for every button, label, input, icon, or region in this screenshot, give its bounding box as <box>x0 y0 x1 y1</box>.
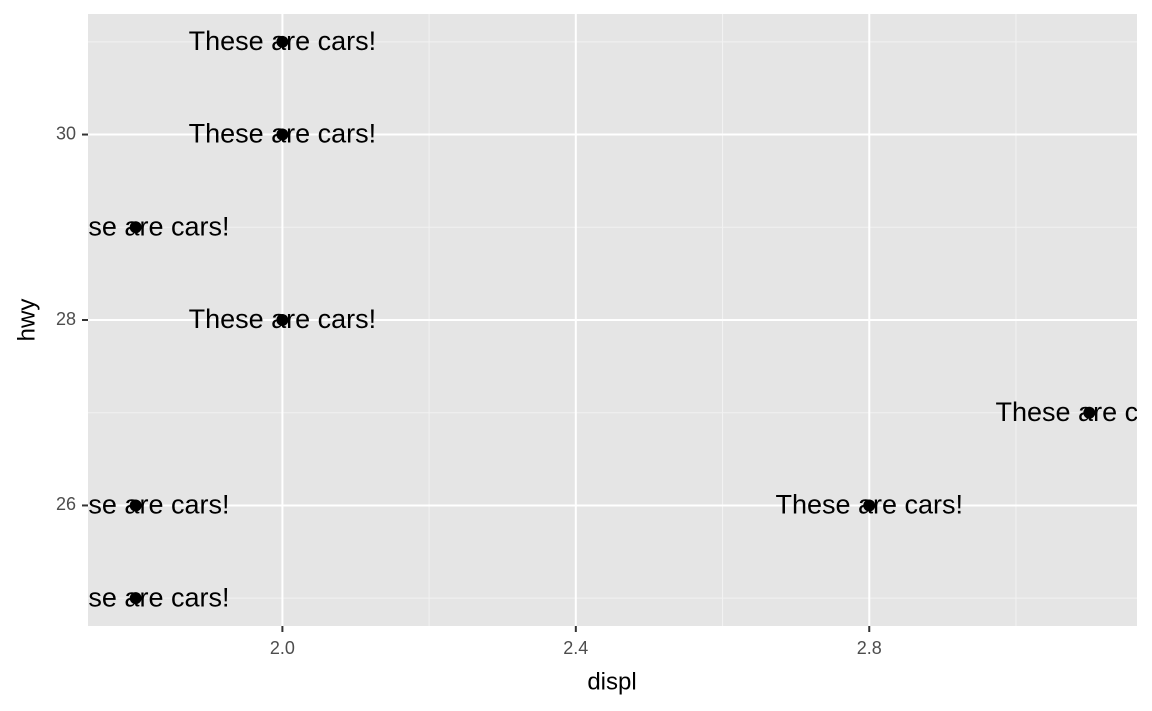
grid <box>88 14 1137 626</box>
y-tick-label: 28 <box>56 309 76 329</box>
point <box>1083 406 1096 419</box>
point <box>129 592 142 605</box>
y-tick-label: 30 <box>56 123 76 143</box>
point <box>276 128 289 141</box>
point-label: These are cars! <box>189 119 377 149</box>
x-axis-title: displ <box>587 668 636 695</box>
point <box>863 499 876 512</box>
point-label: These are cars! <box>775 490 963 520</box>
point-label: These are cars! <box>42 582 230 612</box>
y-axis-title: hwy <box>13 299 40 342</box>
y-tick-label: 26 <box>56 494 76 514</box>
point <box>276 35 289 48</box>
point <box>129 221 142 234</box>
point-label: These are cars! <box>996 397 1152 427</box>
point-label: These are cars! <box>42 490 230 520</box>
axes: 2.0 2.4 2.8 26 28 30 <box>56 123 882 657</box>
x-tick-label: 2.8 <box>857 638 882 658</box>
point-label: These are cars! <box>42 211 230 241</box>
point <box>276 314 289 326</box>
point-label: These are cars! <box>189 304 377 334</box>
point-label: These are cars! <box>189 26 377 56</box>
point <box>129 499 142 512</box>
x-tick-label: 2.4 <box>563 638 588 658</box>
x-tick-label: 2.0 <box>270 638 295 658</box>
plot-area: These are cars! These are cars! These are … <box>42 26 1152 612</box>
